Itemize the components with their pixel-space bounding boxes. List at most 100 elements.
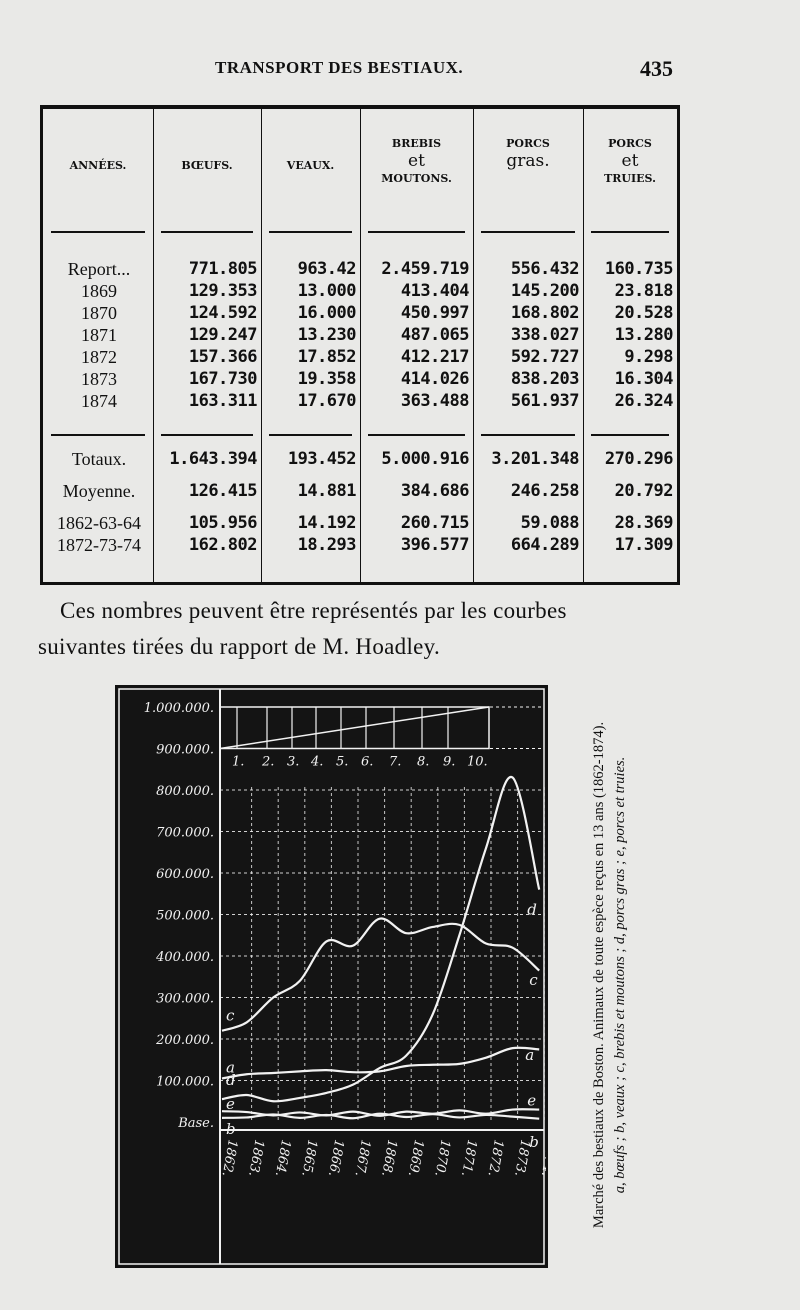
x-tick-label: 1863. <box>245 1138 266 1177</box>
x-tick-label: 1864. <box>272 1138 293 1177</box>
table-cell: 124.592 <box>188 303 258 323</box>
table-cell: 59.088 <box>520 513 580 533</box>
row-label: 1870 <box>81 303 117 323</box>
row-label: 1872 <box>81 347 117 367</box>
y-tick-label: 700.000. <box>156 826 214 841</box>
table-cell: 9.298 <box>624 347 673 367</box>
table-cell: 384.686 <box>400 481 470 501</box>
table-cell: 160.735 <box>604 259 674 279</box>
table-cell: 193.452 <box>287 449 357 469</box>
series-label-right: a <box>525 1046 534 1064</box>
table-cell: 13.280 <box>614 325 674 345</box>
column-divider <box>583 109 584 582</box>
header-rule <box>591 231 669 233</box>
table-cell: 19.358 <box>297 369 357 389</box>
header-rule <box>481 231 575 233</box>
series-label-left: b <box>226 1120 236 1138</box>
statistics-table: ANNÉES. BŒUFS. VEAUX. BREBIS et MOUTONS. PORCS… <box>40 105 680 585</box>
table-cell: 20.792 <box>614 481 674 501</box>
series-label-right: c <box>529 971 538 989</box>
y-tick-label: 500.000. <box>156 909 214 924</box>
x-tick-label: 1872. <box>485 1138 506 1177</box>
series-label-right: d <box>527 901 537 919</box>
paragraph-line-2: suivantes tirées du rapport de M. Hoadle… <box>38 634 441 659</box>
header-line: ANNÉES. <box>69 159 127 172</box>
x-tick-label: 1869. <box>405 1138 426 1177</box>
series-label-left: e <box>226 1095 235 1113</box>
table-cell: 126.415 <box>188 481 258 501</box>
caption-legend: a, bœufs ; b, veaux ; c, brebis et mouto… <box>612 756 628 1194</box>
table-cell: 17.852 <box>297 347 357 367</box>
table-cell: 260.715 <box>400 513 470 533</box>
table-cell: 16.000 <box>297 303 357 323</box>
table-cell: 13.230 <box>297 325 357 345</box>
header-line: MOUTONS. <box>381 172 452 185</box>
table-cell: 17.309 <box>614 535 674 555</box>
table-cell: 413.404 <box>400 281 470 301</box>
series-line-e <box>221 1108 540 1117</box>
y-tick-label: 900.000. <box>156 743 214 758</box>
header-rule <box>269 231 352 233</box>
totals-rule <box>51 434 145 436</box>
row-label: 1869 <box>81 281 117 301</box>
x-tick-label: 1870. <box>431 1138 452 1177</box>
x-tick-label: 1862. <box>219 1138 240 1177</box>
x-tick-label: 1867. <box>352 1138 373 1177</box>
row-label: 1871 <box>81 325 117 345</box>
header-line: gras. <box>506 150 550 171</box>
series-label-left: d <box>226 1071 236 1089</box>
x-tick-label: 1874. <box>538 1138 546 1177</box>
table-cell: 14.881 <box>297 481 357 501</box>
series-line-a <box>221 1046 540 1080</box>
row-label: 1873 <box>81 369 117 389</box>
series-label-left: c <box>226 1007 235 1025</box>
y-tick-label: 100.000. <box>156 1075 214 1090</box>
row-label: 1872-73-74 <box>57 535 141 555</box>
row-label: 1862-63-64 <box>57 513 141 533</box>
table-cell: 129.247 <box>188 325 258 345</box>
y-tick-label: 1.000.000. <box>144 701 214 716</box>
scale-inset-label: 5. <box>336 755 348 770</box>
y-tick-label: 600.000. <box>156 867 214 882</box>
line-chart: 1.000.000. 900.000. 800.000. 700.000. 600.00… <box>115 685 559 1268</box>
scale-inset-label: 6. <box>361 755 373 770</box>
table-cell: 23.818 <box>614 281 674 301</box>
column-header: BŒUFS. <box>153 159 261 173</box>
table-cell: 3.201.348 <box>491 449 579 469</box>
table-cell: 18.293 <box>297 535 357 555</box>
header-line: PORCS <box>506 137 550 150</box>
paragraph-line-1: Ces nombres peuvent être représentés par… <box>60 598 567 623</box>
chart-frame <box>118 688 545 1265</box>
column-divider <box>360 109 361 582</box>
scale-inset-label: 10. <box>467 755 488 770</box>
header-line: BŒUFS. <box>181 159 233 172</box>
table-cell: 162.802 <box>188 535 258 555</box>
table-cell: 5.000.916 <box>381 449 469 469</box>
header-line: et <box>621 150 639 171</box>
table-cell: 396.577 <box>400 535 470 555</box>
table-cell: 129.353 <box>188 281 258 301</box>
scale-inset-label: 9. <box>443 755 455 770</box>
table-cell: 28.369 <box>614 513 674 533</box>
table-cell: 450.997 <box>400 303 470 323</box>
scale-inset-diagonal <box>219 706 490 750</box>
series-label-right: e <box>527 1091 536 1109</box>
totals-rule <box>161 434 253 436</box>
column-header: VEAUX. <box>261 159 360 173</box>
x-tick-label: 1868. <box>378 1138 399 1177</box>
table-cell: 771.805 <box>188 259 258 279</box>
row-label: 1874 <box>81 391 117 411</box>
table-cell: 412.217 <box>400 347 470 367</box>
column-divider <box>473 109 474 582</box>
scale-inset-label: 1. <box>232 755 244 770</box>
table-cell: 246.258 <box>510 481 580 501</box>
table-cell: 338.027 <box>510 325 580 345</box>
column-header: PORCS et TRUIES. <box>583 137 677 186</box>
table-cell: 1.643.394 <box>169 449 257 469</box>
table-cell: 556.432 <box>510 259 580 279</box>
column-header: BREBIS et MOUTONS. <box>360 137 473 186</box>
table-cell: 963.42 <box>297 259 357 279</box>
table-cell: 20.528 <box>614 303 674 323</box>
x-tick-label: 1871. <box>458 1138 479 1177</box>
row-label: Totaux. <box>71 449 127 469</box>
